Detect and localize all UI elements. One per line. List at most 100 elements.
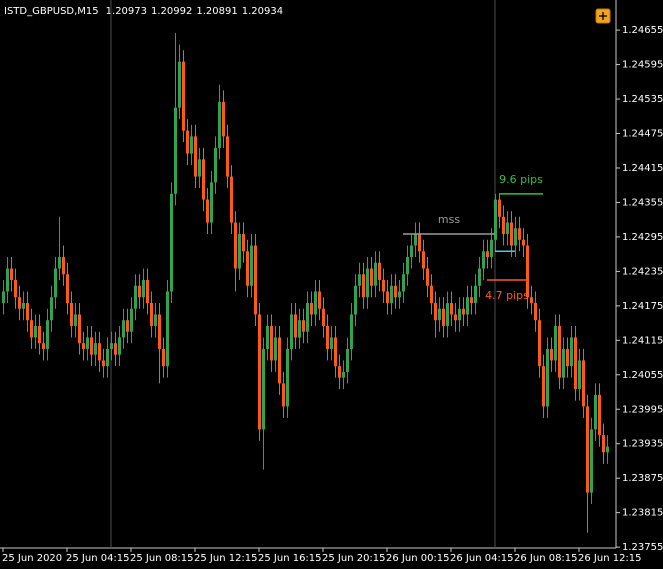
candle-body — [574, 337, 577, 390]
candle-body — [18, 297, 21, 309]
candle-body — [566, 348, 569, 367]
candle-body — [294, 314, 297, 338]
candle-body — [430, 285, 433, 303]
candle-body — [10, 268, 13, 280]
candle-body — [502, 216, 505, 235]
candle-body — [162, 348, 165, 367]
candle-body — [78, 314, 81, 344]
candle-body — [342, 371, 345, 378]
candle-body — [6, 268, 9, 292]
candle-body — [210, 182, 213, 223]
annotation-label: 4.7 pips — [485, 289, 529, 302]
candle-body — [102, 360, 105, 367]
candle-body — [50, 297, 53, 321]
candle-body — [238, 234, 241, 269]
candle-body — [578, 360, 581, 390]
candle-body — [406, 257, 409, 275]
candle-body — [14, 280, 17, 298]
candle-body — [2, 291, 5, 303]
candle-body — [582, 360, 585, 407]
candle-body — [362, 274, 365, 298]
candle-body — [486, 251, 489, 258]
candle-body — [606, 446, 609, 453]
header: ISTD_GBPUSD,M15 1.20973 1.20992 1.20891 1.20… — [4, 6, 283, 17]
candle-body — [414, 234, 417, 246]
candle-body — [542, 366, 545, 407]
candle-body — [314, 291, 317, 315]
candle-body — [390, 285, 393, 303]
candle-body — [318, 291, 321, 309]
candle-body — [306, 302, 309, 332]
candle-body — [538, 320, 541, 367]
candle-body — [186, 130, 189, 154]
candle-body — [298, 320, 301, 338]
y-tick-label: 1.24055 — [622, 370, 663, 381]
y-tick-label: 1.24535 — [622, 94, 663, 105]
candle-body — [122, 320, 125, 338]
candle-body — [290, 314, 293, 349]
candle-body — [590, 429, 593, 493]
y-tick-label: 1.23995 — [622, 404, 663, 415]
candle-body — [86, 337, 89, 349]
candle-body — [522, 239, 525, 246]
candle-body — [22, 302, 25, 309]
x-tick-label: 25 Jun 08:15 — [130, 553, 194, 564]
candle-body — [410, 245, 413, 258]
candle-body — [46, 320, 49, 349]
candle-body — [446, 302, 449, 326]
candle-body — [562, 348, 565, 378]
candle-body — [90, 337, 93, 355]
candle-body — [494, 199, 497, 240]
candle-body — [358, 274, 361, 286]
candle-body — [190, 136, 193, 154]
x-tick-label: 25 Jun 20:15 — [322, 553, 386, 564]
candle-body — [426, 268, 429, 286]
candle-body — [478, 268, 481, 286]
candle-body — [586, 406, 589, 493]
candle-body — [510, 222, 513, 246]
y-tick-label: 1.24295 — [622, 232, 663, 243]
candle-body — [286, 348, 289, 407]
candle-body — [26, 302, 29, 321]
candle-body — [322, 308, 325, 326]
candle-body — [378, 262, 381, 280]
y-tick-label: 1.23755 — [622, 542, 663, 553]
candle-body — [330, 337, 333, 349]
candle-body — [274, 337, 277, 361]
candle-body — [602, 435, 605, 453]
candle-body — [262, 348, 265, 430]
candle-body — [218, 101, 221, 148]
candle-body — [66, 274, 69, 303]
candle-body — [30, 320, 33, 338]
candle-body — [246, 251, 249, 286]
candle-body — [170, 193, 173, 292]
candle-body — [554, 325, 557, 361]
expand-button[interactable] — [595, 8, 611, 24]
candle-body — [598, 394, 601, 436]
candle-body — [466, 297, 469, 315]
y-tick-label: 1.24655 — [622, 25, 663, 36]
candle-body — [334, 337, 337, 367]
y-tick-label: 1.24115 — [622, 335, 663, 346]
candle-body — [442, 308, 445, 326]
candle-body — [142, 280, 145, 298]
candle-body — [270, 325, 273, 361]
candle-body — [250, 245, 253, 286]
candle-body — [98, 343, 101, 361]
candle-body — [282, 383, 285, 407]
header-field: ISTD_GBPUSD,M15 — [4, 6, 99, 17]
candle-body — [422, 251, 425, 269]
candle-body — [370, 268, 373, 286]
candle-body — [382, 280, 385, 292]
annotation-label: mss — [438, 213, 460, 226]
candle-body — [374, 262, 377, 286]
candle-body — [258, 314, 261, 430]
candle-body — [82, 343, 85, 349]
x-tick-label: 25 Jun 16:15 — [258, 553, 322, 564]
candle-body — [398, 291, 401, 298]
candle-body — [42, 343, 45, 349]
x-tick-label: 26 Jun 00:15 — [386, 553, 450, 564]
header-field: 1.20992 — [151, 6, 192, 17]
